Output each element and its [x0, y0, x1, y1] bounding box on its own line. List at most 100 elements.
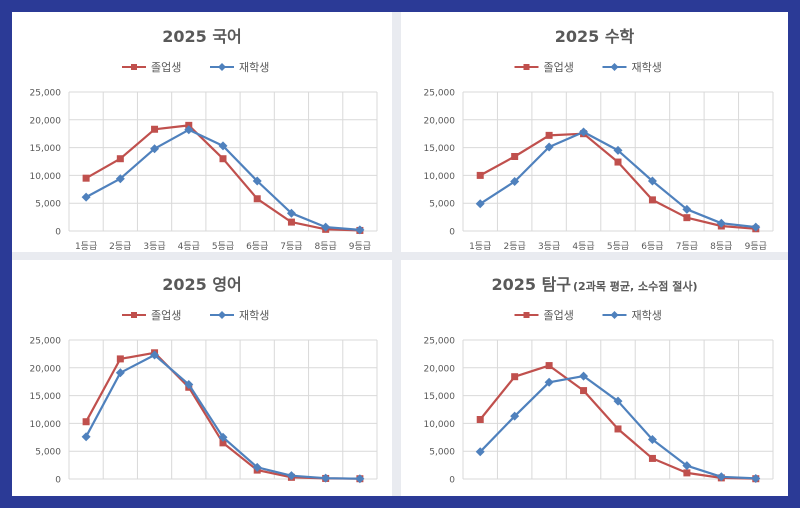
- y-tick-label: 10,000: [30, 420, 62, 430]
- chart-title: 2025 탐구 (2과목 평균, 소수점 절사): [491, 275, 697, 294]
- y-tick-label: 0: [449, 476, 455, 486]
- legend-marker: [218, 311, 226, 319]
- legend-marker: [523, 312, 530, 318]
- chart-legend: 졸업생 재학생: [122, 309, 269, 322]
- data-point-graduate: [82, 418, 90, 426]
- chart-grid-frame: 2025 국어 졸업생 재학생 0 5,000 10,000 15,000 20,000 25,…: [12, 12, 788, 496]
- data-point-current: [544, 377, 554, 387]
- y-tick-label: 25,000: [30, 337, 62, 347]
- data-point-current: [647, 176, 657, 186]
- data-point-current: [286, 208, 296, 218]
- y-tick-label: 5,000: [35, 448, 61, 458]
- data-point-graduate: [287, 218, 295, 226]
- data-point-current: [475, 447, 485, 457]
- x-tick-label: 4등급: [178, 241, 200, 252]
- y-tick-label: 10,000: [424, 420, 456, 430]
- data-point-graduate: [253, 195, 261, 203]
- data-point-current: [647, 435, 657, 445]
- data-point-current: [355, 474, 365, 484]
- data-point-current: [579, 371, 589, 381]
- legend-label: 재학생: [239, 61, 269, 74]
- y-tick-label: 15,000: [424, 392, 456, 402]
- y-tick-label: 20,000: [424, 364, 456, 374]
- data-point-current: [218, 141, 228, 151]
- data-point-current: [475, 199, 485, 209]
- y-tick-label: 0: [449, 228, 455, 238]
- chart-title-note: (2과목 평균, 소수점 절사): [573, 279, 697, 293]
- x-tick-label: 5등급: [607, 241, 629, 252]
- legend-label: 졸업생: [544, 61, 574, 74]
- data-point-current: [510, 177, 520, 187]
- chart-title: 2025 영어: [162, 275, 242, 294]
- data-point-current: [321, 473, 331, 483]
- x-tick-label: 9등급: [745, 241, 767, 252]
- y-tick-label: 5,000: [429, 200, 455, 210]
- y-tick-label: 0: [55, 476, 61, 486]
- data-point-graduate: [82, 174, 90, 182]
- data-point-graduate: [151, 125, 159, 133]
- legend-marker: [610, 63, 619, 71]
- data-point-current: [218, 432, 228, 442]
- legend-label: 재학생: [632, 309, 662, 322]
- data-point-current: [286, 471, 296, 481]
- data-point-current: [510, 411, 520, 421]
- chart-title-main: 2025 국어: [162, 27, 242, 46]
- data-point-graduate: [511, 373, 519, 381]
- data-point-current: [613, 145, 623, 155]
- x-tick-label: 5등급: [212, 241, 234, 252]
- data-point-graduate: [683, 469, 691, 477]
- x-tick-label: 1등급: [469, 241, 491, 252]
- data-point-graduate: [614, 425, 622, 433]
- x-tick-label: 3등급: [538, 241, 560, 252]
- chart-panel-math: 2025 수학 졸업생 재학생 0 5,000 10,000 15,000 20,000 25,…: [401, 12, 788, 252]
- x-tick-label: 2등급: [504, 241, 526, 252]
- data-point-current: [613, 396, 623, 406]
- series-line-graduate: [85, 351, 360, 480]
- y-tick-label: 15,000: [30, 392, 62, 402]
- y-tick-label: 20,000: [424, 116, 456, 126]
- data-point-current: [115, 368, 125, 378]
- chart-title: 2025 수학: [555, 27, 635, 46]
- x-tick-label: 7등급: [676, 241, 698, 252]
- y-tick-label: 10,000: [424, 172, 456, 182]
- data-point-graduate: [580, 387, 588, 395]
- legend-label: 졸업생: [151, 309, 181, 322]
- data-point-current: [579, 127, 589, 137]
- x-tick-label: 8등급: [710, 241, 732, 252]
- data-point-current: [716, 218, 726, 228]
- data-point-current: [252, 462, 262, 472]
- x-tick-label: 1등급: [75, 241, 97, 252]
- legend-marker: [131, 64, 137, 70]
- legend-marker: [523, 64, 530, 70]
- y-tick-label: 20,000: [30, 116, 62, 126]
- y-tick-label: 5,000: [429, 448, 455, 458]
- data-point-graduate: [219, 155, 227, 163]
- data-point-current: [355, 225, 365, 235]
- data-point-current: [751, 473, 761, 483]
- data-point-graduate: [648, 196, 656, 204]
- y-tick-label: 0: [55, 228, 61, 238]
- data-point-graduate: [219, 439, 227, 447]
- chart-legend: 졸업생 재학생: [514, 61, 662, 74]
- series-line-current: [85, 353, 360, 480]
- chart-panel-inquiry: 2025 탐구 (2과목 평균, 소수점 절사) 졸업생 재학생 0 5,000 10,00…: [401, 260, 788, 496]
- legend-label: 졸업생: [544, 309, 574, 322]
- chart-legend: 졸업생 재학생: [122, 61, 269, 74]
- y-tick-label: 5,000: [35, 200, 61, 210]
- chart-title: 2025 국어: [162, 27, 242, 46]
- y-tick-label: 15,000: [424, 144, 456, 154]
- data-point-current: [751, 222, 761, 232]
- data-point-graduate: [116, 155, 124, 163]
- data-point-graduate: [476, 171, 484, 179]
- data-point-current: [184, 125, 194, 135]
- x-tick-label: 6등급: [246, 241, 268, 252]
- series-line-graduate: [479, 364, 756, 480]
- y-tick-label: 25,000: [30, 89, 62, 99]
- data-point-current: [115, 174, 125, 184]
- chart-legend: 졸업생 재학생: [514, 309, 662, 322]
- chart-title-main: 2025 수학: [555, 27, 635, 46]
- data-point-current: [81, 432, 91, 442]
- chart-title-main: 2025 영어: [162, 275, 242, 294]
